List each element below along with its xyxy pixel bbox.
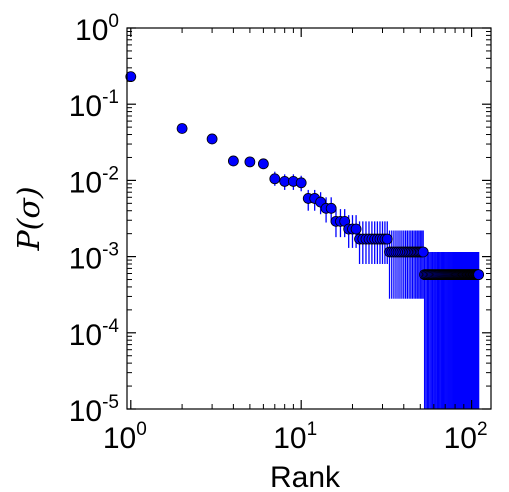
data-point	[473, 269, 485, 281]
data-point	[244, 156, 256, 168]
y-tick-label: 10-1	[69, 87, 119, 123]
data-point	[325, 202, 337, 214]
x-tick-label: 102	[444, 419, 488, 455]
x-tick-label: 101	[273, 419, 317, 455]
data-point	[176, 123, 188, 134]
tick-layer: 100 101 102 100 10-1 10-2 10-3 10-4 10-5	[69, 11, 491, 455]
data-point	[295, 177, 307, 189]
x-tick-label: 100	[103, 419, 147, 455]
data-point	[227, 155, 239, 167]
plot-frame	[126, 27, 492, 410]
errorbar-layer	[274, 171, 480, 409]
data-point	[257, 158, 269, 170]
y-axis-label: P(σ)	[12, 186, 47, 251]
data-point	[350, 223, 362, 235]
data-point	[417, 246, 429, 258]
y-tick-label: 10-3	[69, 240, 119, 276]
data-point	[269, 173, 281, 185]
y-tick-label: 100	[75, 11, 119, 47]
marker-layer	[125, 71, 485, 281]
y-tick-label: 10-4	[69, 316, 120, 352]
data-point	[206, 133, 218, 145]
y-tick-label: 10-2	[69, 163, 119, 199]
y-tick-label: 10-5	[69, 392, 119, 428]
data-point	[381, 233, 393, 245]
x-axis-label: Rank	[270, 461, 341, 492]
